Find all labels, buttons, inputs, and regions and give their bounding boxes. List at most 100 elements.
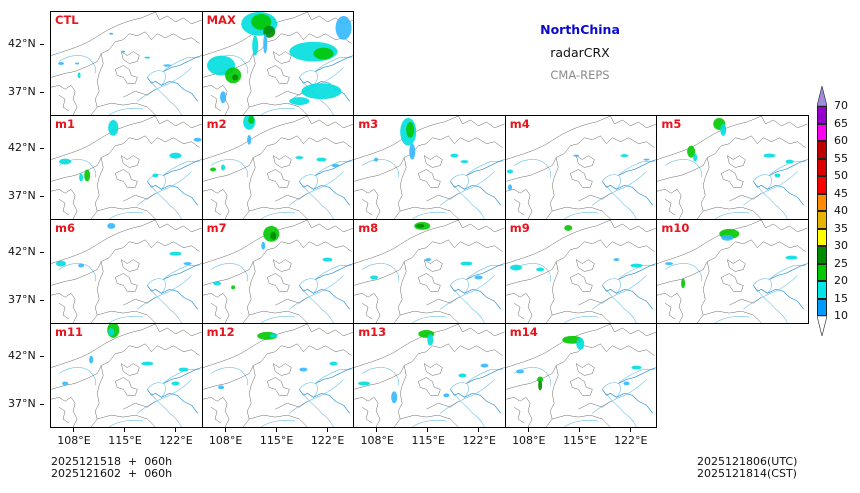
map-svg: [505, 116, 657, 219]
y-tick-label: 37°N: [8, 189, 44, 202]
y-tick-label: 37°N: [8, 397, 44, 410]
colorbar-segment: [817, 281, 827, 299]
model-title: CMA-REPS: [550, 68, 610, 82]
map-panel-m5: m5: [656, 115, 809, 220]
colorbar-label: 40: [834, 204, 848, 217]
map-svg: [657, 116, 808, 219]
colorbar-label: 30: [834, 239, 848, 252]
map-panel-m12: m12: [201, 323, 355, 428]
map-svg: [51, 116, 202, 219]
y-tick-label: 42°N: [8, 349, 44, 362]
panel-label: m5: [661, 117, 682, 131]
y-tick-label: 42°N: [8, 37, 44, 50]
colorbar-segment: [817, 141, 827, 159]
map-panel-m9: m9: [504, 219, 658, 324]
x-tick-label: 108°E: [504, 428, 554, 447]
panel-label: m4: [509, 117, 530, 131]
x-tick-label: 122°E: [303, 428, 353, 447]
panel-label: m1: [55, 117, 75, 131]
map-panel-m3: m3: [353, 115, 506, 220]
map-svg: [505, 324, 657, 427]
colorbar-label: 10: [834, 309, 848, 322]
valid-time-cst: 2025121814(CST): [697, 467, 797, 480]
x-tick-label: 122°E: [606, 428, 656, 447]
map-svg: [202, 220, 354, 323]
valid-time-utc: 2025121806(UTC): [697, 455, 798, 468]
map-svg: [505, 220, 657, 323]
map-svg: [202, 324, 354, 427]
map-panel-m11: m11: [50, 323, 203, 428]
panel-label: CTL: [55, 13, 79, 27]
map-panel-ctl: CTL: [50, 11, 203, 116]
y-tick-label: 42°N: [8, 141, 44, 154]
colorbar-segment: [817, 263, 827, 281]
panel-label: m12: [206, 325, 235, 339]
colorbar-label: 20: [834, 274, 848, 287]
panel-label: m11: [55, 325, 83, 339]
colorbar-over-arrow: [817, 86, 827, 106]
panel-label: m9: [509, 221, 530, 235]
panel-label: m6: [55, 221, 75, 235]
panel-label: m8: [358, 221, 379, 235]
map-panel-m14: m14: [504, 323, 658, 428]
colorbar-segment: [817, 246, 827, 264]
colorbar-segment: [817, 193, 827, 211]
x-tick-label: 108°E: [352, 428, 402, 447]
map-svg: [354, 220, 505, 323]
map-svg: [657, 220, 808, 323]
init-time-1: 2025121518 + 060h: [51, 455, 173, 468]
y-tick-label: 37°N: [8, 293, 44, 306]
colorbar-segment: [817, 211, 827, 229]
colorbar-label: 65: [834, 116, 848, 130]
product-title: radarCRX: [550, 45, 610, 60]
map-svg: [51, 12, 202, 115]
x-tick-label: 115°E: [100, 428, 150, 447]
map-svg: [51, 220, 202, 323]
region-title: NorthChina: [540, 22, 620, 37]
panel-label: m3: [358, 117, 379, 131]
map-svg: [51, 324, 202, 427]
x-tick-label: 115°E: [555, 428, 605, 447]
colorbar-label: 35: [834, 221, 848, 235]
map-panel-m4: m4: [504, 115, 658, 220]
colorbar-segment: [817, 298, 827, 316]
map-panel-max: MAX: [201, 11, 355, 116]
panel-label: m2: [206, 117, 227, 131]
map-panel-m2: m2: [201, 115, 355, 220]
panel-label: m13: [358, 325, 387, 339]
map-panel-m13: m13: [353, 323, 506, 428]
map-svg: [202, 12, 354, 115]
colorbar-label: 15: [834, 291, 848, 305]
y-tick-label: 37°N: [8, 85, 44, 98]
colorbar-segment: [817, 228, 827, 246]
colorbar: 70 65 60 55 50 45 40 35 30 25 20 15 10: [817, 86, 857, 354]
panel-label: m7: [206, 221, 227, 235]
map-svg: [202, 116, 354, 219]
x-tick-label: 108°E: [201, 428, 251, 447]
colorbar-segment: [817, 123, 827, 141]
map-svg: [354, 116, 505, 219]
panel-label: MAX: [206, 13, 236, 27]
init-time-2: 2025121602 + 060h: [51, 467, 173, 480]
colorbar-segment: [817, 176, 827, 194]
x-tick-label: 122°E: [454, 428, 504, 447]
colorbar-label: 50: [834, 169, 848, 182]
panel-label: m14: [509, 325, 538, 339]
map-panel-m6: m6: [50, 219, 203, 324]
map-panel-m10: m10: [656, 219, 809, 324]
colorbar-under-arrow: [817, 316, 827, 336]
x-tick-label: 115°E: [403, 428, 453, 447]
colorbar-segment: [817, 158, 827, 176]
x-tick-label: 115°E: [252, 428, 302, 447]
colorbar-label: 25: [834, 256, 848, 270]
map-panel-m8: m8: [353, 219, 506, 324]
y-tick-label: 42°N: [8, 245, 44, 258]
colorbar-label: 70: [834, 99, 848, 112]
panel-label: m10: [661, 221, 690, 235]
x-tick-label: 122°E: [151, 428, 201, 447]
colorbar-label: 45: [834, 186, 848, 200]
colorbar-label: 55: [834, 151, 848, 165]
map-panel-m7: m7: [201, 219, 355, 324]
colorbar-label: 60: [834, 134, 848, 147]
colorbar-segment: [817, 106, 827, 124]
